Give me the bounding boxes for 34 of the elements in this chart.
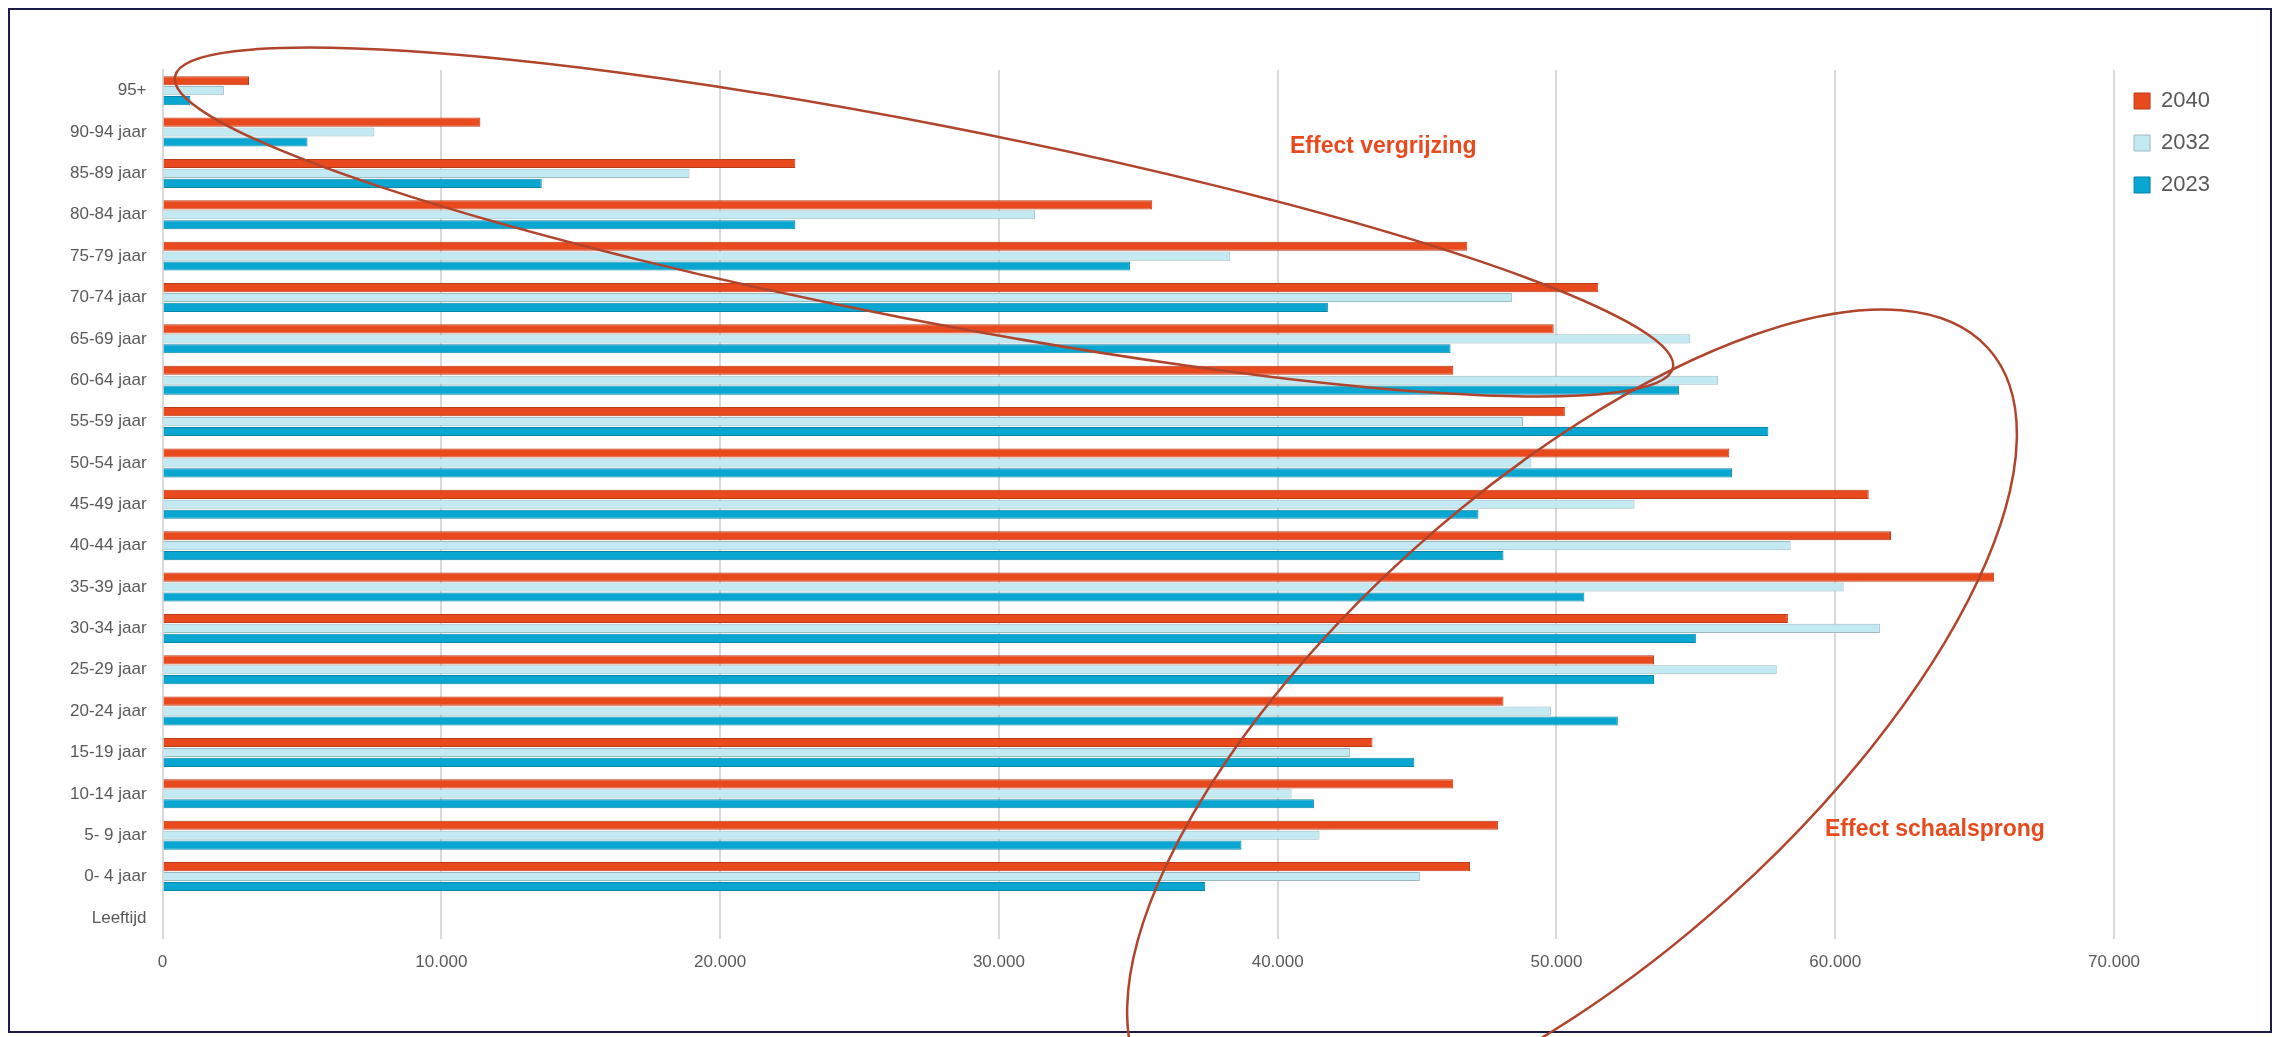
y-tick-label: 40-44 jaar	[69, 535, 147, 555]
x-tick-label: 50.000	[1530, 952, 1583, 972]
annotation: Effect vergrijzing	[1290, 132, 1477, 159]
legend-label: 2032	[2161, 129, 2211, 155]
y-tick-label: 75-79 jaar	[69, 245, 147, 265]
x-tick-label: 60.000	[1809, 952, 1862, 972]
y-tick-label: 70-74 jaar	[69, 287, 147, 307]
y-tick-label: 10-14 jaar	[69, 783, 147, 803]
y-tick-label: 0- 4 jaar	[84, 866, 147, 886]
y-tick-label: Leeftijd	[91, 907, 147, 927]
y-tick-label: 25-29 jaar	[69, 659, 147, 679]
y-tick-label: 95+	[117, 80, 147, 100]
y-tick-label: 20-24 jaar	[69, 700, 147, 720]
x-tick-label: 10.000	[415, 952, 468, 972]
y-tick-label: 5- 9 jaar	[84, 824, 147, 844]
y-tick-label: 30-34 jaar	[69, 618, 147, 638]
x-tick-label: 40.000	[1251, 952, 1304, 972]
y-tick-label: 60-64 jaar	[69, 369, 147, 389]
y-tick-label: 50-54 jaar	[69, 452, 147, 472]
y-tick-label: 80-84 jaar	[69, 204, 147, 224]
y-tick-label: 55-59 jaar	[69, 411, 147, 431]
y-tick-label: 15-19 jaar	[69, 742, 147, 762]
legend-label: 2040	[2161, 87, 2211, 113]
x-tick-label: 0	[157, 952, 168, 972]
x-tick-label: 20.000	[694, 952, 747, 972]
annotation: Effect schaalsprong	[1825, 815, 2045, 842]
x-tick-label: 70.000	[2088, 952, 2141, 972]
y-tick-label: 45-49 jaar	[69, 493, 147, 513]
legend-label: 2023	[2161, 171, 2211, 197]
y-tick-label: 35-39 jaar	[69, 576, 147, 596]
x-tick-label: 30.000	[972, 952, 1025, 972]
y-tick-label: 85-89 jaar	[69, 163, 147, 183]
y-tick-label: 65-69 jaar	[69, 328, 147, 348]
y-tick-label: 90-94 jaar	[69, 121, 147, 141]
